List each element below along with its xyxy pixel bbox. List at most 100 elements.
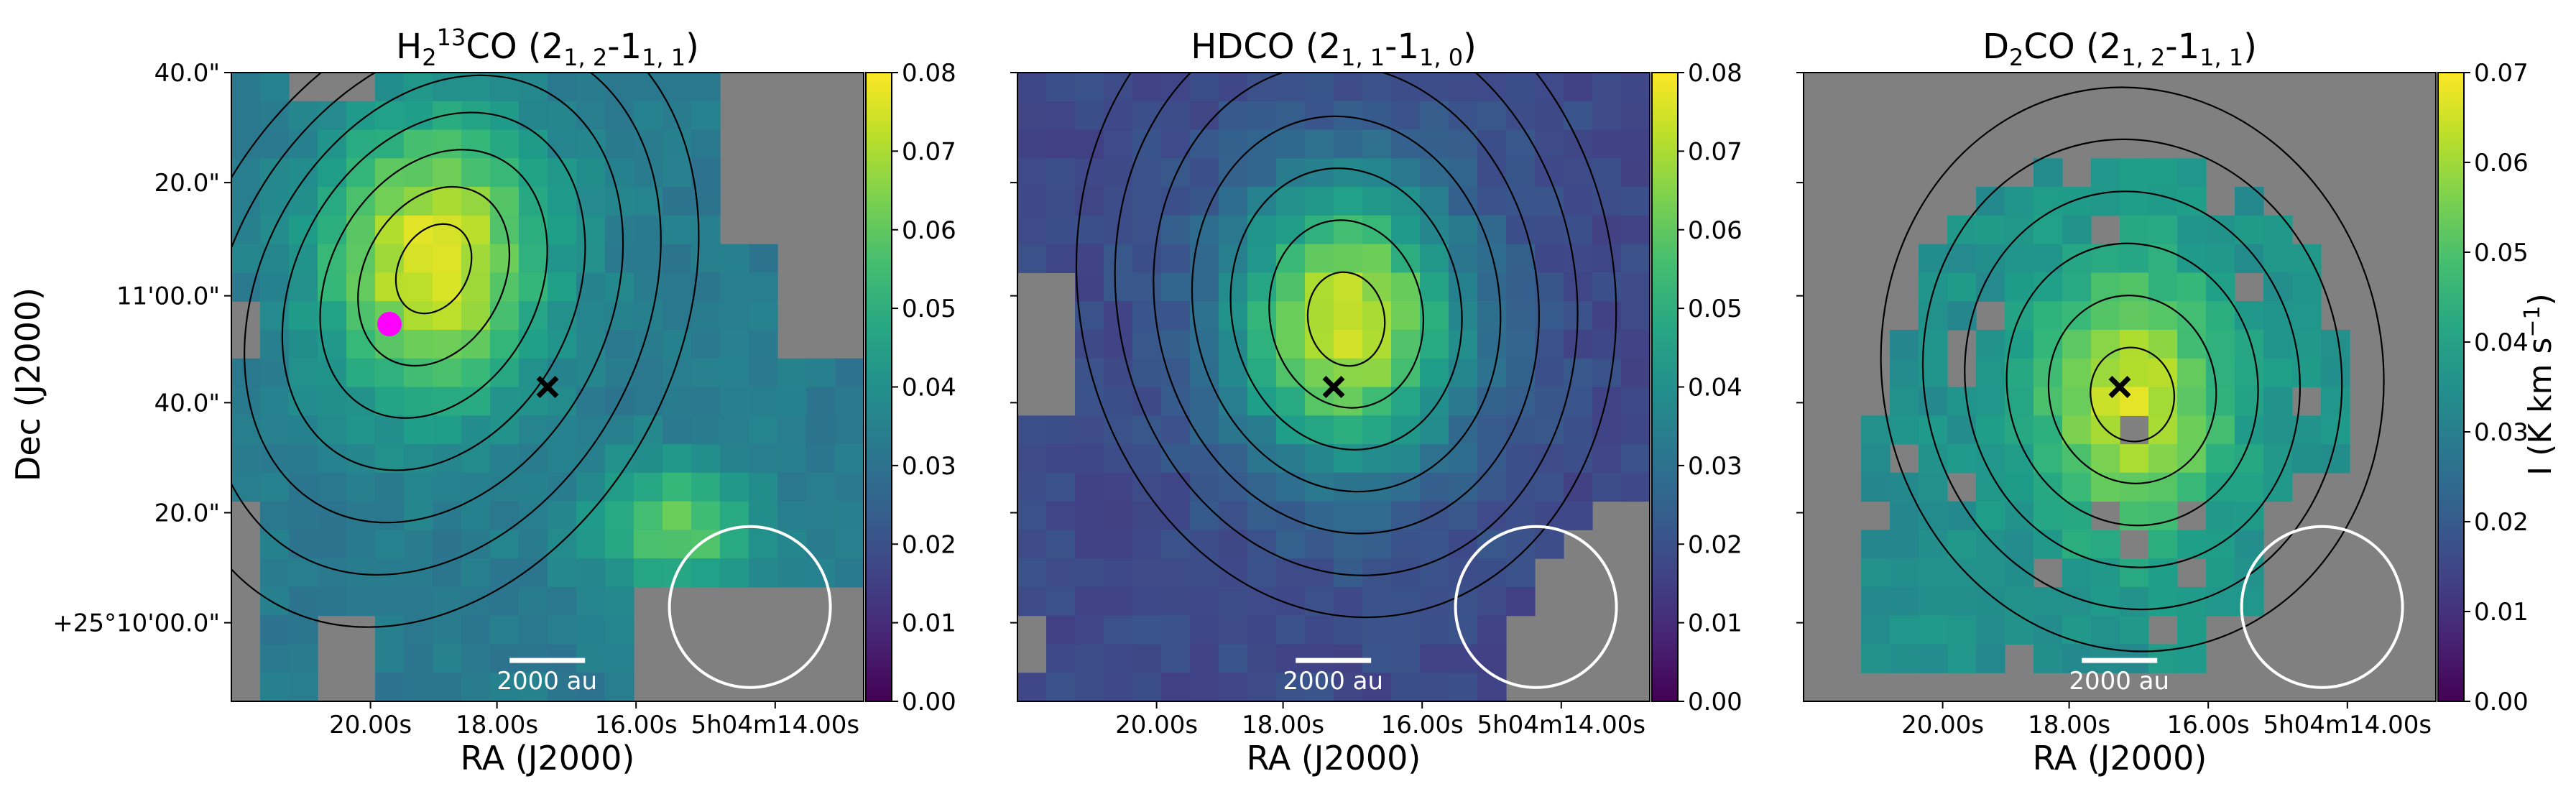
map-pixel	[1161, 530, 1191, 559]
map-pixel	[835, 444, 864, 474]
map-pixel	[548, 272, 577, 302]
contour-line	[1964, 190, 2301, 568]
map-pixel	[1104, 673, 1133, 701]
map-pixel	[1890, 387, 1919, 416]
map-pixel	[1075, 272, 1104, 302]
colorbar-tick-label: 0.07	[2474, 59, 2529, 88]
x-tick-label: 16.00s	[1381, 711, 1464, 739]
map-pixel	[691, 101, 721, 131]
map-pixel	[2235, 444, 2264, 474]
map-pixel	[1535, 444, 1564, 474]
map-pixel	[777, 415, 807, 445]
map-pixel	[2148, 187, 2178, 216]
map-pixel	[1334, 472, 1363, 502]
map-pixel	[2120, 444, 2149, 474]
map-pixel	[1621, 472, 1650, 502]
map-pixel	[1535, 387, 1564, 416]
map-pixel	[1506, 215, 1536, 245]
map-pixel	[1564, 215, 1593, 245]
colorbar-tick-label: 0.02	[902, 530, 956, 559]
map-pixel	[1190, 158, 1219, 188]
map-pixel	[1362, 501, 1392, 530]
map-pixel	[375, 73, 405, 102]
map-pixel	[2033, 301, 2063, 331]
map-pixel	[519, 615, 548, 645]
map-pixel	[1017, 244, 1047, 274]
map-pixel	[490, 615, 520, 645]
map-pixel	[605, 244, 634, 274]
contour-line	[2005, 242, 2259, 527]
map-pixel	[1362, 272, 1392, 302]
map-pixel	[1219, 586, 1248, 617]
map-pixel	[1621, 187, 1650, 216]
map-pixel	[806, 415, 836, 445]
map-pixel	[663, 101, 692, 131]
map-pixel	[2235, 586, 2264, 617]
map-pixel	[1890, 501, 1919, 530]
map-pixel	[2235, 501, 2264, 530]
map-pixel	[433, 673, 462, 701]
beam-circle	[1454, 525, 1618, 689]
map-pixel	[749, 415, 778, 445]
map-pixel	[634, 387, 663, 416]
map-pixel	[433, 272, 462, 302]
map-pixel	[1219, 530, 1248, 559]
map-pixel	[1075, 73, 1104, 102]
map-pixel	[2206, 387, 2235, 416]
map-pixel	[404, 644, 433, 673]
map-pixel	[1334, 158, 1363, 188]
map-pixel	[548, 558, 577, 588]
map-pixel	[720, 358, 749, 388]
map-pixel	[2206, 244, 2235, 274]
map-pixel	[777, 501, 807, 530]
map-pixel	[2005, 215, 2034, 245]
contour-line	[1114, 73, 1579, 576]
map-pixel	[2292, 244, 2322, 274]
map-pixel	[691, 244, 721, 274]
map-pixel	[433, 244, 462, 274]
map-pixel	[433, 586, 462, 617]
map-pixel	[1362, 101, 1392, 131]
map-pixel	[1976, 329, 2005, 359]
map-pixel	[2292, 301, 2322, 331]
map-pixel	[461, 673, 491, 701]
map-pixel	[2148, 244, 2178, 274]
map-pixel	[1477, 644, 1507, 673]
map-pixel	[433, 644, 462, 673]
map-pixel	[1621, 358, 1650, 388]
intensity-map: 2000 au	[231, 73, 864, 701]
map-pixel	[490, 472, 520, 502]
contour-line	[1229, 167, 1463, 451]
map-pixel	[1046, 73, 1076, 102]
map-pixel	[1477, 215, 1507, 245]
map-pixel	[231, 472, 261, 502]
map-pixel	[1132, 387, 1162, 416]
map-pixel	[519, 329, 548, 359]
map-pixel	[1592, 244, 1622, 274]
map-pixel	[461, 301, 491, 331]
map-pixel	[1132, 673, 1162, 701]
map-pixel	[318, 415, 347, 445]
map-pixel	[1564, 129, 1593, 159]
map-pixel	[1017, 101, 1047, 131]
map-pixel	[1132, 158, 1162, 188]
map-pixel	[231, 387, 261, 416]
map-pixel	[1276, 472, 1306, 502]
intensity-map: 2000 au	[1017, 73, 1650, 701]
map-pixel	[1947, 558, 1977, 588]
colorbar-label-close: )	[2522, 293, 2559, 305]
map-pixel	[260, 673, 290, 701]
map-pixel	[1861, 415, 1891, 445]
map-pixel	[1947, 444, 1977, 474]
map-pixel	[260, 501, 290, 530]
x-tick-label: 16.00s	[595, 711, 678, 739]
map-pixel	[777, 558, 807, 588]
map-pixel	[1592, 272, 1622, 302]
map-pixel	[1976, 586, 2005, 617]
map-pixel	[2062, 358, 2092, 388]
map-pixel	[605, 530, 634, 559]
map-pixel	[1919, 387, 1948, 416]
map-pixel	[2148, 215, 2178, 245]
map-pixel	[318, 444, 347, 474]
